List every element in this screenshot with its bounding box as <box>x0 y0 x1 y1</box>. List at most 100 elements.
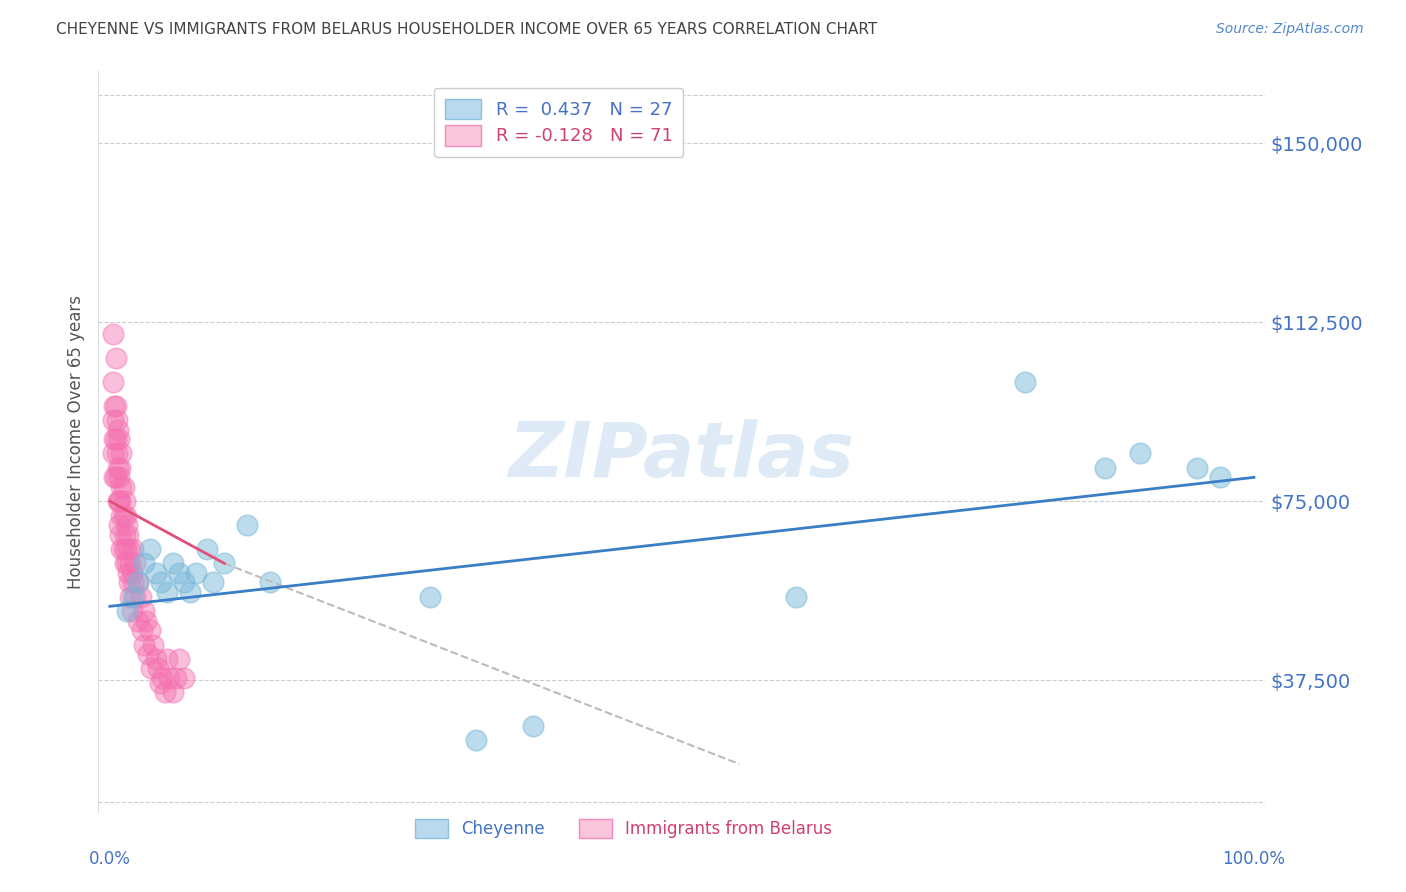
Point <box>134 557 156 571</box>
Point <box>465 733 488 747</box>
Point <box>157 671 180 685</box>
Point <box>112 480 135 494</box>
Point <box>167 652 190 666</box>
Point <box>103 413 125 427</box>
Point <box>105 413 128 427</box>
Point <box>134 604 156 618</box>
Point <box>150 575 173 590</box>
Point <box>110 480 132 494</box>
Point <box>173 575 195 590</box>
Point <box>104 470 127 484</box>
Point <box>124 590 146 604</box>
Point <box>173 671 195 685</box>
Point <box>108 470 131 484</box>
Point <box>115 541 138 556</box>
Point <box>114 557 136 571</box>
Point <box>108 527 131 541</box>
Point <box>121 604 143 618</box>
Point <box>121 590 143 604</box>
Point <box>104 399 127 413</box>
Text: Source: ZipAtlas.com: Source: ZipAtlas.com <box>1216 22 1364 37</box>
Point <box>1208 470 1230 484</box>
Point <box>162 685 184 699</box>
Point <box>1014 375 1036 389</box>
Point <box>112 508 135 523</box>
Point <box>214 557 236 571</box>
Point <box>156 652 179 666</box>
Point <box>156 585 179 599</box>
Point <box>1185 460 1208 475</box>
Point <box>522 719 544 733</box>
Point <box>127 575 149 590</box>
Text: ZIPatlas: ZIPatlas <box>509 419 855 493</box>
Point <box>108 460 131 475</box>
Point <box>103 327 125 342</box>
Point <box>107 423 129 437</box>
Point <box>146 661 169 675</box>
Point <box>117 527 139 541</box>
Point <box>149 675 172 690</box>
Point <box>112 541 135 556</box>
Point <box>110 446 132 460</box>
Point <box>115 508 138 523</box>
Point <box>135 614 157 628</box>
Point <box>105 446 128 460</box>
Point <box>201 575 224 590</box>
Point <box>129 590 152 604</box>
Point <box>139 624 162 638</box>
Text: 100.0%: 100.0% <box>1222 850 1285 868</box>
Point <box>184 566 207 580</box>
Point <box>120 557 142 571</box>
Point <box>419 590 441 604</box>
Point <box>236 518 259 533</box>
Point <box>127 575 149 590</box>
Point <box>165 671 187 685</box>
Point <box>110 541 132 556</box>
Point <box>103 399 125 413</box>
Text: 0.0%: 0.0% <box>89 850 131 868</box>
Point <box>152 671 174 685</box>
Point <box>115 557 138 571</box>
Legend: Cheyenne, Immigrants from Belarus: Cheyenne, Immigrants from Belarus <box>405 808 842 847</box>
Point <box>167 566 190 580</box>
Point <box>162 557 184 571</box>
Point <box>121 566 143 580</box>
Point <box>107 460 129 475</box>
Point <box>115 604 138 618</box>
Point <box>195 541 218 556</box>
Point <box>127 614 149 628</box>
Y-axis label: Householder Income Over 65 years: Householder Income Over 65 years <box>66 294 84 589</box>
Point <box>153 685 176 699</box>
Point <box>121 575 143 590</box>
Point <box>110 508 132 523</box>
Point <box>259 575 281 590</box>
Point <box>107 494 129 508</box>
Point <box>108 494 131 508</box>
Point <box>115 518 138 533</box>
Point <box>104 351 127 365</box>
Point <box>142 638 165 652</box>
Point <box>103 470 125 484</box>
Point <box>1128 446 1150 460</box>
Point <box>121 541 143 556</box>
Point <box>1094 460 1116 475</box>
Point <box>785 590 807 604</box>
Point <box>134 638 156 652</box>
Point <box>118 541 141 556</box>
Point <box>145 652 167 666</box>
Text: CHEYENNE VS IMMIGRANTS FROM BELARUS HOUSEHOLDER INCOME OVER 65 YEARS CORRELATION: CHEYENNE VS IMMIGRANTS FROM BELARUS HOUS… <box>56 22 877 37</box>
Point <box>145 566 167 580</box>
Point <box>136 647 159 661</box>
Point <box>117 566 139 580</box>
Point <box>139 541 162 556</box>
Point <box>103 446 125 460</box>
Point <box>108 494 131 508</box>
Point <box>108 518 131 533</box>
Point <box>108 432 131 446</box>
Point <box>103 375 125 389</box>
Point <box>124 557 146 571</box>
Point <box>114 527 136 541</box>
Point <box>104 432 127 446</box>
Point <box>139 661 162 675</box>
Point <box>103 432 125 446</box>
